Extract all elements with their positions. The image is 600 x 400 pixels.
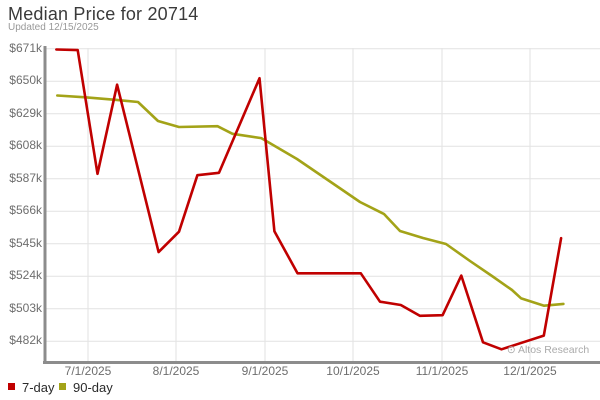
svg-text:⊙ Altos Research: ⊙ Altos Research bbox=[507, 344, 589, 356]
